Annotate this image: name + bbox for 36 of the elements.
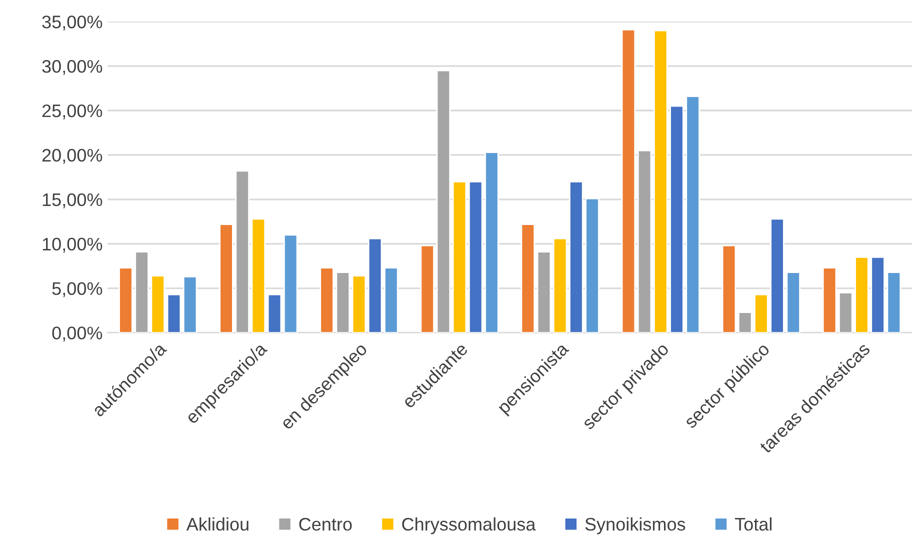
bar: [336, 272, 350, 333]
bar: [251, 218, 266, 333]
bar: [166, 294, 182, 333]
legend-label: Centro: [299, 518, 352, 531]
y-tick-label: 10,00%: [42, 238, 102, 253]
bar: [886, 272, 902, 333]
bar: [436, 70, 451, 333]
legend-label: Synoikismos: [585, 517, 686, 534]
y-tick-label: 15,00%: [42, 193, 102, 208]
bar: [822, 267, 837, 333]
bar: [722, 244, 736, 333]
bar: [267, 294, 282, 333]
legend-label: Total: [734, 517, 772, 531]
bar: [352, 275, 366, 333]
bar: [420, 244, 434, 333]
y-tick-label: 35,00%: [42, 16, 102, 30]
y-tick-label: 0,00%: [52, 326, 102, 342]
bar: [637, 150, 652, 333]
bar: [520, 224, 536, 333]
y-tick-label: 5,00%: [52, 282, 102, 298]
bar: [320, 267, 334, 333]
y-tick-label: 30,00%: [42, 60, 102, 75]
bar: [283, 234, 298, 333]
bar: [368, 238, 382, 333]
bar: [182, 276, 198, 333]
y-tick-label: 20,00%: [42, 148, 102, 164]
bar: [536, 251, 552, 333]
bar: [621, 28, 636, 333]
bar: [552, 238, 568, 333]
legend-label: Aklidiou: [186, 517, 248, 531]
bar: [452, 180, 467, 333]
legend-label: Chryssomalousa: [402, 517, 536, 534]
y-tick-label: 25,00%: [42, 104, 102, 120]
bar: [738, 312, 752, 333]
bar: [150, 275, 166, 333]
bar: [384, 267, 398, 333]
